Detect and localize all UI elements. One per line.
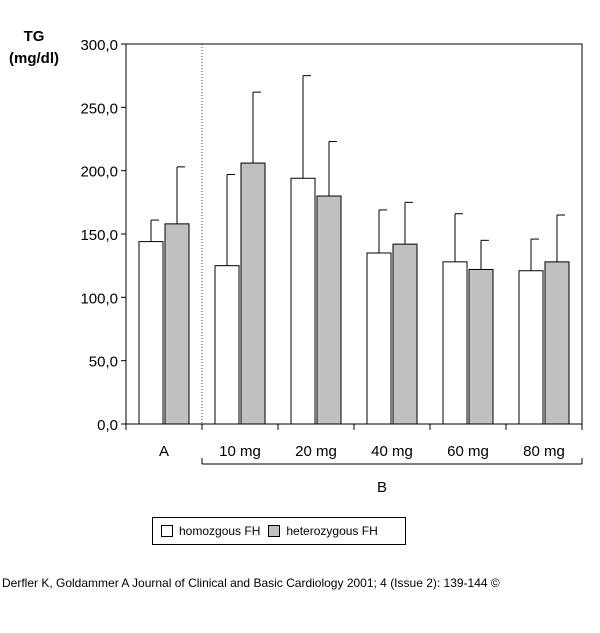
y-axis-title: TG (mg/dl) — [6, 26, 62, 70]
y-axis-title-line2: (mg/dl) — [9, 50, 59, 67]
bar — [214, 265, 240, 425]
y-tick-label: 50,0 — [89, 354, 118, 371]
bar — [366, 252, 392, 425]
bar — [442, 261, 468, 425]
bar — [544, 261, 570, 425]
chart-area: 0,0 50,0 100,0 150,0 200,0 250,0 300,0 A 10 mg 20… — [80, 37, 583, 496]
y-tick-label: 250,0 — [80, 100, 118, 117]
category-label: 40 mg — [371, 443, 413, 460]
bar — [290, 177, 316, 425]
category-label: 80 mg — [523, 443, 565, 460]
category-label: 60 mg — [447, 443, 489, 460]
legend: homozgous FH heterozygous FH — [152, 517, 406, 545]
bar — [518, 270, 544, 425]
y-tick-label: 150,0 — [80, 227, 118, 244]
bar — [468, 268, 494, 425]
legend-label-homozygous: homozgous FH — [179, 524, 261, 538]
citation: Derfler K, Goldammer A Journal of Clinic… — [2, 576, 500, 590]
y-tick-label: 200,0 — [80, 164, 118, 181]
legend-label-heterozygous: heterozygous FH — [286, 524, 378, 538]
category-label: 10 mg — [219, 443, 261, 460]
category-label: 20 mg — [295, 443, 337, 460]
legend-item-heterozygous: heterozygous FH — [268, 524, 378, 538]
bar — [240, 162, 266, 425]
legend-item-homozygous: homozgous FH — [161, 524, 260, 538]
bar — [392, 243, 418, 425]
legend-swatch-homozygous — [161, 525, 173, 537]
bar — [316, 195, 342, 425]
y-tick-label: 0,0 — [97, 417, 118, 434]
group-label: B — [377, 479, 387, 496]
plot-frame — [125, 43, 583, 425]
y-tick-label: 100,0 — [80, 290, 118, 307]
y-axis-title-line1: TG — [23, 28, 45, 45]
y-tick-label: 300,0 — [80, 37, 118, 54]
legend-swatch-heterozygous — [268, 525, 281, 537]
category-label: A — [159, 443, 169, 460]
bar — [164, 223, 190, 425]
bar — [138, 241, 164, 425]
